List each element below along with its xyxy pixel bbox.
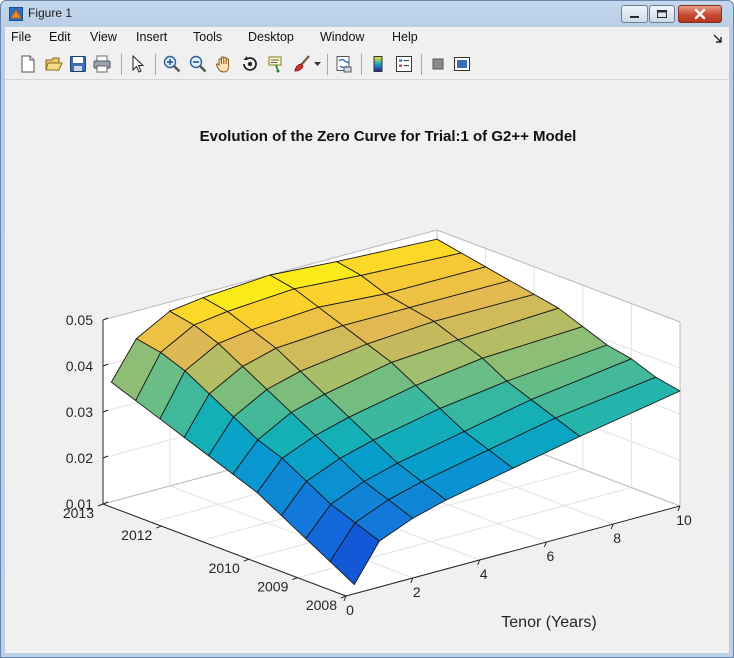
- zoom-out-icon[interactable]: [189, 55, 207, 73]
- x-tick-label: 6: [547, 548, 555, 564]
- x-tick-mark: [410, 577, 414, 584]
- minimize-icon: [630, 16, 639, 18]
- x-tick-mark: [477, 559, 481, 566]
- z-tick-label: 0.01: [66, 496, 93, 512]
- print-icon[interactable]: [93, 55, 111, 73]
- select-arrow-icon[interactable]: [129, 55, 147, 73]
- z-tick-mark: [102, 501, 109, 505]
- z-tick-label: 0.03: [66, 404, 93, 420]
- maximize-icon: [657, 10, 667, 18]
- y-tick-mark: [97, 503, 104, 507]
- toolbar-separator: [361, 54, 362, 75]
- hide-plot-tools-icon[interactable]: [429, 55, 447, 73]
- minimize-button[interactable]: [621, 5, 648, 23]
- title-bar[interactable]: Figure 1: [1, 1, 733, 27]
- rotate-3d-icon[interactable]: [241, 55, 259, 73]
- toolbar-separator: [155, 54, 156, 75]
- zoom-in-icon[interactable]: [163, 55, 181, 73]
- toolbar-separator: [121, 54, 122, 75]
- z-tick-label: 0.04: [66, 358, 93, 374]
- z-tick-mark: [102, 409, 109, 413]
- x-tick-mark: [343, 595, 347, 602]
- z-tick-label: 0.02: [66, 450, 93, 466]
- x-tick-label: 0: [346, 602, 354, 618]
- toolbar-separator: [421, 54, 422, 75]
- legend-icon[interactable]: [395, 55, 413, 73]
- axis-line: [345, 505, 681, 597]
- menu-insert[interactable]: Insert: [136, 30, 168, 44]
- maximize-button[interactable]: [649, 5, 675, 23]
- window-title: Figure 1: [28, 6, 73, 20]
- figure-toolbar: [5, 49, 729, 80]
- new-figure-icon[interactable]: [19, 55, 37, 73]
- menu-help[interactable]: Help: [392, 30, 418, 44]
- x-tick-mark: [543, 541, 547, 548]
- dock-arrow-icon[interactable]: [713, 34, 723, 43]
- y-tick-label: 2009: [257, 579, 288, 595]
- x-tick-label: 8: [613, 530, 621, 546]
- menu-tools[interactable]: Tools: [193, 30, 223, 44]
- toolbar-separator: [327, 54, 328, 75]
- z-tick-mark: [102, 317, 109, 321]
- z-tick-mark: [102, 363, 109, 367]
- menu-window[interactable]: Window: [320, 30, 365, 44]
- open-file-icon[interactable]: [45, 55, 63, 73]
- colorbar-icon[interactable]: [369, 55, 387, 73]
- pan-hand-icon[interactable]: [215, 55, 233, 73]
- menu-view[interactable]: View: [90, 30, 117, 44]
- x-tick-mark: [677, 505, 681, 512]
- brush-dropdown-icon[interactable]: [314, 62, 321, 67]
- y-tick-mark: [156, 525, 162, 529]
- y-tick-label: 2013: [63, 505, 94, 521]
- menu-bar: File Edit View Insert Tools Desktop Wind…: [5, 27, 729, 49]
- x-tick-mark: [610, 523, 614, 530]
- close-button[interactable]: [678, 5, 722, 23]
- surface-mesh[interactable]: [110, 238, 681, 585]
- y-tick-mark: [340, 595, 347, 599]
- menu-edit[interactable]: Edit: [49, 30, 71, 44]
- surface-plot[interactable]: Evolution of the Zero Curve for Trial:1 …: [5, 80, 729, 653]
- save-icon[interactable]: [69, 55, 87, 73]
- x-tick-label: 10: [676, 512, 692, 528]
- y-tick-label: 2012: [121, 527, 152, 543]
- brush-icon[interactable]: [293, 55, 311, 73]
- menu-file[interactable]: File: [11, 30, 32, 44]
- y-tick-mark: [292, 577, 298, 581]
- axes-edge: [436, 229, 681, 323]
- chart-title: Evolution of the Zero Curve for Trial:1 …: [200, 128, 577, 145]
- z-tick-mark: [102, 455, 109, 459]
- figure-canvas[interactable]: Evolution of the Zero Curve for Trial:1 …: [5, 80, 729, 653]
- axis-line: [102, 503, 347, 597]
- y-tick-mark: [243, 558, 249, 562]
- x-tick-label: 2: [413, 584, 421, 600]
- data-cursor-icon[interactable]: [267, 55, 285, 73]
- x-axis-label: Tenor (Years): [501, 614, 596, 631]
- y-tick-label: 2008: [306, 597, 337, 613]
- menu-desktop[interactable]: Desktop: [248, 30, 294, 44]
- y-tick-label: 2010: [209, 560, 240, 576]
- link-plot-icon[interactable]: [335, 55, 353, 73]
- z-tick-label: 0.05: [66, 312, 93, 328]
- show-plot-tools-icon[interactable]: [453, 55, 471, 73]
- x-tick-label: 4: [480, 566, 488, 582]
- surface-patch: [555, 376, 681, 437]
- matlab-figure-icon: [9, 7, 23, 21]
- close-icon: [694, 8, 706, 20]
